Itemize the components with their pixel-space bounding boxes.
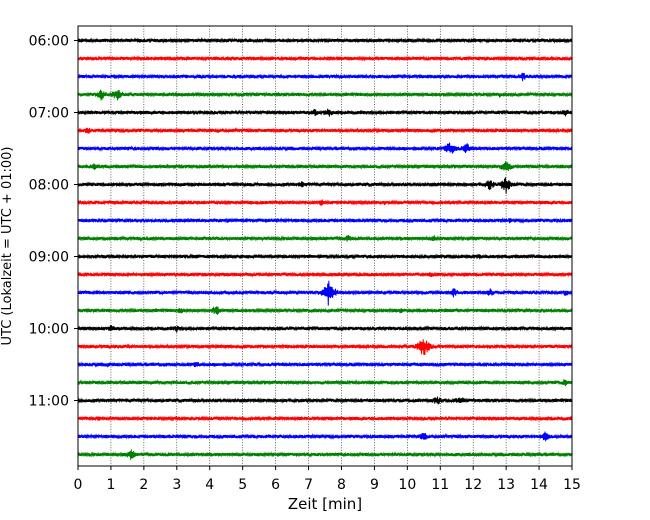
trace-1000 [77, 325, 573, 333]
trace-group [77, 37, 573, 460]
trace-1015 [77, 339, 573, 356]
trace-0715 [77, 127, 573, 134]
x-tick-label: 7 [304, 477, 313, 493]
y-tick-label: 11:00 [29, 394, 69, 410]
trace-1030 [77, 361, 573, 368]
trace-1115 [77, 415, 573, 422]
trace-0845 [77, 234, 573, 242]
x-tick-label: 0 [74, 477, 83, 493]
x-tick-label: 2 [139, 477, 148, 493]
trace-0745 [77, 161, 573, 172]
x-tick-label: 4 [205, 477, 214, 493]
trace-0830 [77, 217, 573, 224]
x-axis-label: Zeit [min] [288, 495, 362, 513]
vertical-grid [110, 26, 540, 466]
x-tick-label: 5 [238, 477, 247, 493]
x-tick-label: 6 [271, 477, 280, 493]
plot-frame [77, 25, 573, 467]
y-tick-label: 08:00 [29, 178, 69, 194]
x-axis: 0 1 2 3 4 5 6 7 8 9 10 11 12 13 14 15 [74, 466, 581, 493]
x-tick-label: 3 [172, 477, 181, 493]
trace-0930 [77, 280, 573, 306]
x-tick-label: 10 [398, 477, 416, 493]
x-tick-label: 8 [337, 477, 346, 493]
trace-0945 [77, 306, 573, 315]
trace-0900 [77, 253, 573, 260]
trace-0915 [77, 271, 573, 278]
x-tick-label: 13 [497, 477, 515, 493]
x-tick-label: 14 [530, 477, 548, 493]
y-tick-label: 09:00 [29, 250, 69, 266]
x-tick-label: 12 [464, 477, 482, 493]
y-axis: 06:00 07:00 08:00 09:00 10:00 11:00 [29, 34, 78, 410]
trace-1145 [77, 449, 573, 460]
trace-0645 [77, 89, 573, 101]
x-tick-label: 9 [370, 477, 379, 493]
trace-1130 [77, 431, 573, 442]
y-tick-label: 06:00 [29, 34, 69, 50]
trace-0630 [77, 72, 573, 82]
y-tick-label: 07:00 [29, 106, 69, 122]
trace-0615 [77, 55, 573, 62]
y-axis-label: UTC (Lokalzeit = UTC + 01:00) [0, 147, 15, 346]
trace-1045 [77, 379, 573, 387]
trace-0700 [77, 108, 573, 117]
y-tick-label: 10:00 [29, 322, 69, 338]
trace-1100 [77, 396, 573, 405]
trace-0815 [77, 199, 573, 206]
x-tick-label: 15 [563, 477, 581, 493]
x-tick-label: 11 [431, 477, 449, 493]
trace-0730 [77, 142, 573, 154]
trace-0600 [77, 37, 573, 44]
x-tick-label: 1 [106, 477, 115, 493]
trace-0800 [77, 177, 573, 194]
